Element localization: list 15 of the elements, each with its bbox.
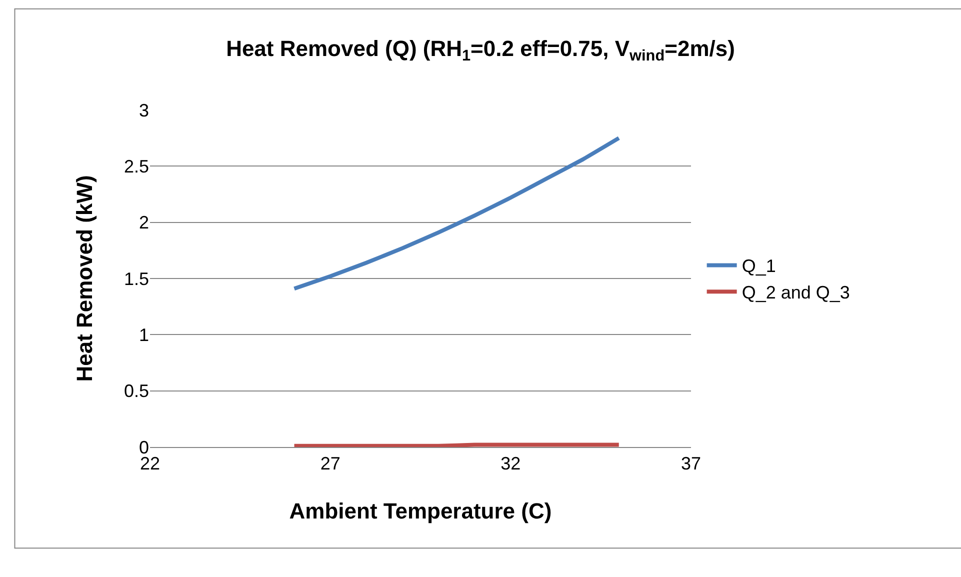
legend-label: Q_1 (742, 256, 776, 276)
y-tick-label: 2.5 (124, 156, 149, 176)
x-axis-title: Ambient Temperature (C) (289, 498, 552, 524)
y-tick-label: 3 (138, 100, 149, 120)
y-tick-label: 1.5 (124, 268, 149, 289)
x-tick-label: 27 (320, 454, 340, 474)
y-tick-label: 2 (138, 212, 149, 233)
x-tick-label: 37 (680, 454, 702, 474)
y-axis-title: Heat Removed (kW) (72, 175, 97, 382)
y-tick-label: 1 (138, 324, 149, 345)
legend-label: Q_2 and Q_3 (742, 282, 850, 303)
line-series (292, 136, 621, 291)
y-tick-label: 0.5 (124, 381, 149, 402)
chart-title: Heat Removed (Q) (RH$_{1}$=0.2 eff=0.75, V$_{wind}$=2m/s) (226, 36, 735, 64)
x-tick-label: 32 (500, 454, 521, 474)
